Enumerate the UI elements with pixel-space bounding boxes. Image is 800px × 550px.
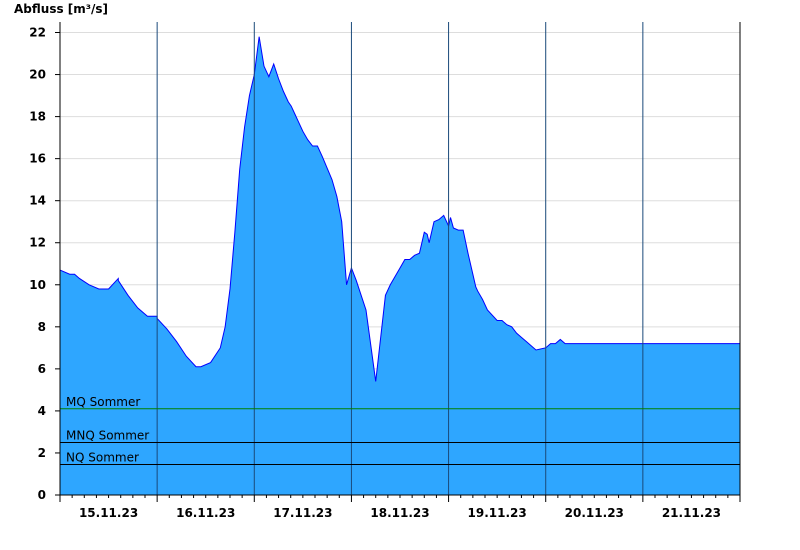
y-tick-label: 2 [38, 446, 46, 460]
reference-label: MNQ Sommer [66, 428, 149, 442]
y-tick-label: 16 [29, 152, 46, 166]
y-tick-label: 10 [29, 278, 46, 292]
x-tick-label: 21.11.23 [662, 506, 721, 520]
x-ticks: 15.11.23 16.11.23 17.11.23 18.11.23 19.11.23… [59, 495, 741, 520]
x-tick-label: 17.11.23 [273, 506, 332, 520]
y-ticks: 0 2 4 6 8 10 12 14 16 18 20 22 [29, 26, 60, 502]
y-tick-label: 0 [38, 488, 46, 502]
discharge-line [59, 36, 740, 382]
x-tick-label: 18.11.23 [370, 506, 429, 520]
reference-label: MQ Sommer [66, 395, 140, 409]
reference-label: NQ Sommer [66, 451, 139, 465]
y-tick-label: 6 [38, 362, 46, 376]
y-tick-label: 22 [29, 26, 46, 40]
y-tick-label: 14 [29, 194, 46, 208]
x-tick-label: 16.11.23 [176, 506, 235, 520]
reference-lines: MQ Sommer MNQ Sommer NQ Sommer [60, 395, 740, 466]
y-tick-label: 18 [29, 110, 46, 124]
discharge-area [60, 36, 740, 495]
day-separators [156, 22, 644, 495]
x-tick-label: 19.11.23 [468, 506, 527, 520]
y-tick-label: 4 [38, 404, 46, 418]
y-tick-label: 12 [29, 236, 46, 250]
x-tick-label: 20.11.23 [565, 506, 624, 520]
y-tick-label: 20 [29, 68, 46, 82]
y-tick-label: 8 [38, 320, 46, 334]
y-axis-label: Abfluss [m³/s] [14, 2, 108, 16]
x-tick-label: 15.11.23 [79, 506, 138, 520]
